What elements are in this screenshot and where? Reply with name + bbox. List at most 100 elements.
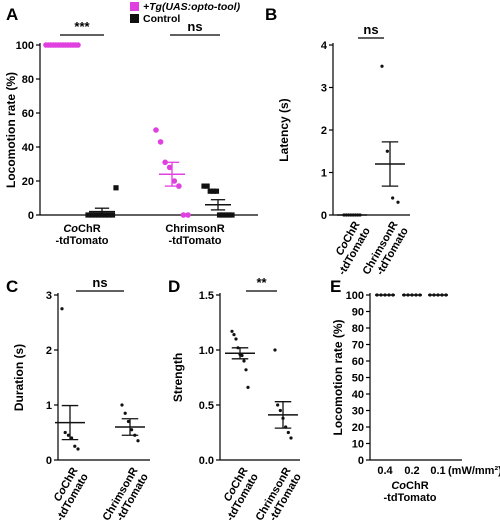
panel-e-group-label-line-1: -tdTomato [384,492,437,504]
panel-b-y-tick-label: 1 [321,168,327,180]
panel-e-y-tick-label: 30 [352,406,364,418]
panel-a-group-1-series-0-point [166,164,173,171]
panel-a-category-0-line-0: CoChR [63,223,100,235]
panel-a-y-title: Locomotion rate (%) [4,72,18,188]
panel-c-group-1-point [130,428,134,432]
panel-d-y-tick-label: 1.0 [199,345,214,357]
panel-a-group-1-series-0-point [153,127,159,133]
panel-c-group-1-point [123,411,127,415]
panel-e-chart: 0 10 20 30 40 50 60 70 80 90 100 Locomotion rate (%… [331,290,500,504]
panel-a-group-1-series-1-point [213,188,220,194]
panel-a-y-tick-label: 100 [16,40,34,52]
panel-c-group-0-point [73,444,77,448]
panel-e-x-tick-label: 0.1 [430,465,445,477]
panel-a-group-1-series-0-point [157,139,164,145]
panel-d-y-title: Strength [171,353,185,402]
panel-c-y-tick-label: 0 [46,455,52,467]
panel-c-y-tick-label: 3 [46,290,52,302]
panel-letter-c: C [6,277,18,296]
panel-e-y-tick-label: 100 [346,290,364,302]
panel-a-category-0-part: ChR [78,223,101,235]
panel-d-group-0-point [234,337,238,341]
panel-e-y-tick-label: 40 [352,389,364,401]
panel-a-y-tick-label: 20 [22,176,34,188]
panel-e-x-tick-label: 0.4 [377,465,393,477]
panel-c-group-1-point [120,403,124,407]
panel-e-y-title: Locomotion rate (%) [331,319,345,435]
panel-a-group-0-series-0-point [75,42,81,48]
panel-c-group-0-point [60,307,64,311]
panel-c-group-1-point [126,419,130,424]
panel-d-group-0-point [246,385,250,389]
legend: +Tg(UAS:opto-tool) Control [130,1,241,25]
legend-swatch-opto [130,2,139,11]
panel-c-group-0-point [63,430,67,435]
panel-d-group-1-point [286,430,290,435]
panel-a-group-1-series-1-point [207,188,213,194]
panel-d-group-0-point [244,368,248,372]
panel-e-group-label-part: Co [391,480,406,492]
panel-a-significance-0-label: *** [74,19,90,34]
panel-a-y-tick-label: 60 [22,108,34,120]
panel-b-group-1-point [380,64,384,68]
panel-a-category-0-group: CoChR-tdTomato [56,223,109,247]
legend-label-control: Control [143,13,180,25]
panel-a-group-0-series-1-point [85,212,91,218]
panel-d-chart: 0.0 0.5 1.0 1.5 Strength CoChR-tdTomatoChrims… [171,275,304,520]
legend-label-opto: +Tg(UAS:opto-tool) [143,1,241,13]
legend-swatch-control [130,14,139,23]
panel-a-y-tick-label: 80 [22,74,34,86]
panel-d-group-0-point [232,333,236,337]
panel-a-y-tick-label: 0 [28,210,34,222]
panel-a-category-1-part: -tdTomato [169,235,222,247]
panel-e-x-unit: (mW/mm²) [448,465,500,477]
panel-d-group-0-point [242,359,246,363]
panel-letter-d: D [168,277,180,296]
panel-c-category-0-group: CoChR-tdTomato [52,465,92,520]
panel-a-group-0-series-1-point [109,212,116,218]
panel-e-y-tick-label: 80 [352,323,364,335]
panel-letter-e: E [330,277,341,296]
panel-d-group-0-point [240,353,244,358]
panel-b-y-tick-label: 0 [321,210,327,222]
panel-letter-b: B [265,5,277,24]
panel-b-group-1-point [385,149,389,153]
panel-a-category-1-part: ChrimsonR [165,223,224,235]
panel-b-y-title: Latency (s) [277,98,291,161]
panel-e-y-tick-label: 10 [352,439,364,451]
panel-d-group-1-point [278,408,282,413]
panel-c-chart: 0 1 2 3 Duration (s) CoChR-tdTomato ChrimsonR-… [12,275,151,520]
panel-a-category-0-part: -tdTomato [56,235,109,247]
panel-b-group-1-point [391,196,395,200]
panel-e-y-tick-label: 60 [352,356,364,368]
panel-e-group-label-group: CoChR-tdTomato [384,480,437,504]
panel-a-group-1-series-1-point [210,188,216,194]
panel-e-group-label-part: ChR [406,480,429,492]
panel-a-category-0-part: Co [63,223,78,235]
panel-e-y-tick-label: 50 [352,373,364,385]
panel-a-group-1-series-0-point [180,212,187,218]
panel-c-group-0-point [70,436,74,440]
panel-e-y-tick-label: 90 [352,307,364,319]
panel-d-significance-label: ** [256,275,267,290]
panel-letter-a: A [6,5,18,24]
panel-e-y-tick-label: 70 [352,340,364,352]
panel-a-group-1-series-1-point [226,212,232,218]
panel-d-group-1-point [289,436,293,440]
panel-b-group-1-point [396,200,400,204]
panel-a-category-1-line-1: -tdTomato [169,235,222,247]
panel-a-group-1-series-0-point [171,178,178,184]
panel-a-category-0-line-1: -tdTomato [56,235,109,247]
panel-e-group-label-part: -tdTomato [384,492,437,504]
panel-e-y-tick-label: 20 [352,422,364,434]
panel-d-y-tick-label: 0.0 [199,455,214,467]
panel-d-group-1-point [276,403,280,407]
panel-c-y-title: Duration (s) [12,344,26,411]
panel-a-group-1-series-1-point [223,212,229,218]
panel-b-y-tick-label: 4 [321,40,328,52]
panel-c-group-0-point [66,433,70,437]
panel-e-group-label-line-0: CoChR [391,480,428,492]
panel-b-significance-label: ns [363,22,378,37]
